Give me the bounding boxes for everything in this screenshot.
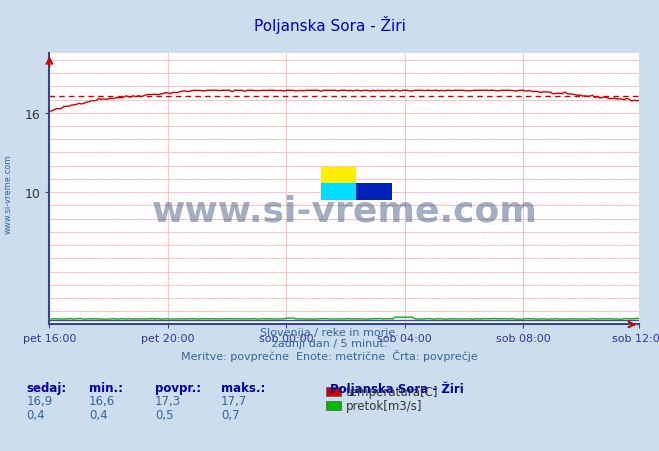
Text: Poljanska Sora - Žiri: Poljanska Sora - Žiri — [330, 381, 463, 396]
Text: www.si-vreme.com: www.si-vreme.com — [3, 154, 13, 234]
Text: pretok[m3/s]: pretok[m3/s] — [346, 400, 422, 412]
Text: temperatura[C]: temperatura[C] — [346, 385, 438, 398]
Text: maks.:: maks.: — [221, 381, 265, 394]
Text: 17,3: 17,3 — [155, 395, 181, 408]
Text: Slovenija / reke in morje.: Slovenija / reke in morje. — [260, 327, 399, 337]
Text: povpr.:: povpr.: — [155, 381, 201, 394]
Text: 0,5: 0,5 — [155, 408, 173, 421]
Text: Meritve: povprečne  Enote: metrične  Črta: povprečje: Meritve: povprečne Enote: metrične Črta:… — [181, 350, 478, 362]
Bar — [321, 184, 356, 200]
Text: sedaj:: sedaj: — [26, 381, 67, 394]
Text: min.:: min.: — [89, 381, 123, 394]
Text: 0,4: 0,4 — [26, 408, 45, 421]
Bar — [356, 184, 391, 200]
Text: www.si-vreme.com: www.si-vreme.com — [152, 194, 537, 228]
Text: 17,7: 17,7 — [221, 395, 247, 408]
Text: 16,9: 16,9 — [26, 395, 53, 408]
Text: Poljanska Sora - Žiri: Poljanska Sora - Žiri — [254, 16, 405, 34]
Bar — [321, 168, 356, 184]
Text: 0,4: 0,4 — [89, 408, 107, 421]
Text: zadnji dan / 5 minut.: zadnji dan / 5 minut. — [272, 338, 387, 348]
Text: 0,7: 0,7 — [221, 408, 239, 421]
Text: 16,6: 16,6 — [89, 395, 115, 408]
